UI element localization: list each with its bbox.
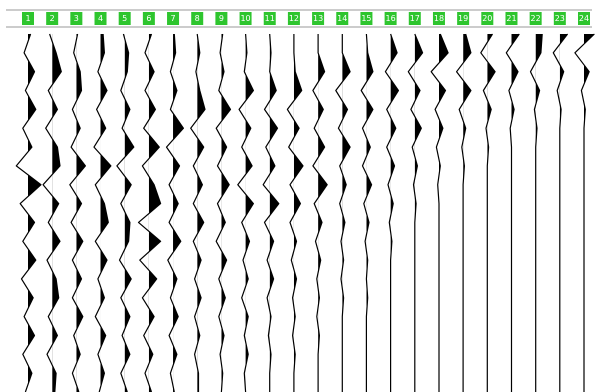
trace-fill bbox=[584, 34, 595, 392]
header-box bbox=[215, 12, 228, 25]
trace-label: 24 bbox=[579, 14, 589, 23]
header-box bbox=[505, 12, 518, 25]
trace-fill bbox=[100, 34, 111, 392]
header-box bbox=[360, 12, 373, 25]
trace-fill bbox=[559, 34, 568, 128]
trace bbox=[505, 33, 520, 392]
trace bbox=[574, 33, 595, 392]
trace-label: 20 bbox=[482, 14, 492, 23]
trace-label: 17 bbox=[410, 14, 420, 23]
trace-fill bbox=[342, 34, 351, 392]
trace-label: 8 bbox=[195, 14, 200, 23]
trace-label: 15 bbox=[361, 14, 371, 23]
trace-fill bbox=[245, 34, 254, 392]
header-box bbox=[94, 12, 107, 25]
trace-label: 2 bbox=[50, 14, 55, 23]
trace bbox=[116, 33, 135, 392]
trace-fill bbox=[76, 34, 86, 392]
header-box bbox=[481, 12, 494, 25]
trace-label: 7 bbox=[170, 14, 175, 23]
trace bbox=[69, 33, 86, 392]
trace bbox=[215, 33, 232, 392]
trace-fill bbox=[390, 34, 399, 392]
header-box bbox=[336, 12, 349, 25]
trace bbox=[286, 34, 304, 392]
trace bbox=[237, 33, 254, 392]
header-box bbox=[46, 12, 59, 25]
trace-fill bbox=[318, 34, 328, 392]
header-box bbox=[408, 12, 421, 25]
trace-label: 16 bbox=[386, 14, 396, 23]
trace bbox=[430, 33, 449, 392]
trace-label: 6 bbox=[146, 14, 151, 23]
trace bbox=[165, 33, 184, 392]
trace-label: 14 bbox=[337, 14, 347, 23]
trace-fill bbox=[52, 41, 62, 392]
trace-label: 9 bbox=[219, 14, 224, 23]
trace-label: 21 bbox=[506, 14, 516, 23]
trace-fill bbox=[414, 34, 423, 392]
header-box bbox=[312, 12, 325, 25]
trace-label: 19 bbox=[458, 14, 468, 23]
header-box bbox=[457, 12, 470, 25]
header-box bbox=[191, 12, 204, 25]
header-box bbox=[167, 12, 180, 25]
header-box bbox=[287, 12, 300, 25]
header-box bbox=[553, 12, 566, 25]
trace-label: 10 bbox=[240, 14, 250, 23]
trace bbox=[15, 33, 42, 392]
trace bbox=[384, 33, 399, 392]
trace-label: 11 bbox=[265, 14, 275, 23]
header-box bbox=[22, 12, 34, 25]
trace-label: 23 bbox=[555, 14, 565, 23]
trace bbox=[137, 33, 162, 392]
trace-label: 4 bbox=[98, 14, 103, 23]
trace bbox=[312, 34, 328, 392]
trace-fill bbox=[124, 34, 134, 392]
trace bbox=[529, 33, 543, 392]
header-box bbox=[142, 12, 155, 25]
trace bbox=[407, 33, 424, 392]
trace-fill bbox=[148, 34, 161, 392]
header-box bbox=[384, 12, 397, 25]
trace-fill bbox=[28, 34, 41, 392]
trace bbox=[93, 33, 112, 392]
trace bbox=[456, 33, 472, 392]
trace-fill bbox=[535, 34, 543, 392]
trace bbox=[360, 33, 374, 392]
header-box bbox=[239, 12, 252, 25]
trace bbox=[42, 33, 62, 392]
trace-label: 22 bbox=[531, 14, 541, 23]
trace-fill bbox=[173, 34, 184, 392]
trace-label: 13 bbox=[313, 14, 323, 23]
trace-fill bbox=[487, 34, 496, 166]
trace bbox=[480, 33, 496, 392]
trace bbox=[190, 33, 206, 392]
header-box bbox=[578, 12, 590, 25]
trace-label: 1 bbox=[25, 14, 30, 23]
header-box bbox=[263, 12, 276, 25]
header-box bbox=[118, 12, 131, 25]
header-box bbox=[70, 12, 83, 25]
trace bbox=[335, 34, 351, 392]
trace-label: 12 bbox=[289, 14, 299, 23]
header-box bbox=[529, 12, 542, 25]
trace-fill bbox=[438, 34, 449, 392]
trace-label: 3 bbox=[74, 14, 79, 23]
trace-fill bbox=[269, 34, 279, 373]
header-box bbox=[432, 12, 445, 25]
trace-fill bbox=[511, 34, 520, 392]
trace bbox=[262, 33, 280, 392]
trace bbox=[552, 33, 569, 392]
trace-label: 5 bbox=[122, 14, 127, 23]
trace-label: 18 bbox=[434, 14, 444, 23]
